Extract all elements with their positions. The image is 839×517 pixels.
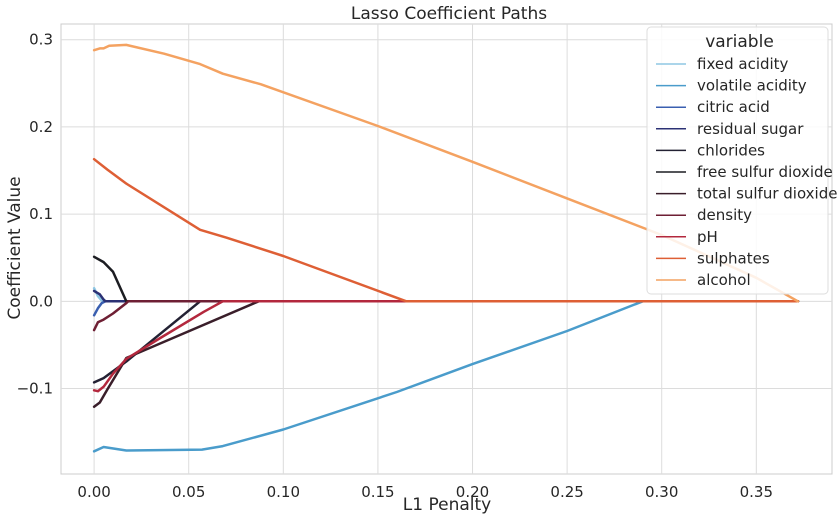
- x-tick-label: 0.15: [361, 483, 394, 501]
- x-tick-label: 0.00: [77, 483, 110, 501]
- legend-label: chlorides: [697, 141, 765, 159]
- series-line-alcohol: [92, 43, 800, 303]
- legend-label: density: [697, 206, 752, 224]
- x-tick-label: 0.10: [267, 483, 300, 501]
- legend-box: [646, 26, 829, 295]
- x-axis-label: L1 Penalty: [403, 495, 491, 515]
- legend-label: fixed acidity: [697, 55, 789, 73]
- y-tick-label: −0.1: [17, 380, 53, 398]
- legend: variable fixed acidity volatile acidity ci…: [646, 26, 837, 295]
- legend-label: citric acid: [697, 98, 770, 116]
- y-tick-label: 0.1: [29, 205, 53, 223]
- y-tick-label: 0.0: [29, 292, 53, 310]
- legend-title: variable: [705, 32, 774, 52]
- legend-items: fixed acidity volatile acidity citric acid…: [656, 55, 837, 289]
- legend-label: free sulfur dioxide: [697, 163, 833, 181]
- x-tick-label: 0.05: [172, 483, 205, 501]
- y-tick-label: 0.3: [29, 31, 53, 49]
- legend-label: sulphates: [697, 249, 770, 267]
- series-line-density: [92, 300, 800, 332]
- y-tick-label: 0.2: [29, 118, 53, 136]
- y-axis-label: Coefficient Value: [5, 176, 25, 319]
- y-axis-ticks: −0.1 0.0 0.1 0.2 0.3: [17, 31, 53, 398]
- legend-label: alcohol: [697, 271, 751, 289]
- x-tick-label: 0.30: [645, 483, 678, 501]
- legend-label: total sulfur dioxide: [697, 185, 837, 203]
- series-line-pH: [92, 300, 800, 393]
- x-axis-ticks: 0.00 0.05 0.10 0.15 0.20 0.25 0.30 0.35: [77, 483, 773, 501]
- series-line-volatile-acidity: [92, 300, 800, 453]
- legend-label: pH: [697, 228, 718, 246]
- series-line-sulphates: [92, 157, 800, 303]
- coefficient-paths: [92, 43, 800, 453]
- x-tick-label: 0.20: [456, 483, 489, 501]
- chart-title: Lasso Coefficient Paths: [351, 4, 547, 24]
- legend-label: residual sugar: [697, 120, 804, 138]
- x-tick-label: 0.35: [740, 483, 773, 501]
- legend-label: volatile acidity: [697, 77, 807, 95]
- x-tick-label: 0.25: [550, 483, 583, 501]
